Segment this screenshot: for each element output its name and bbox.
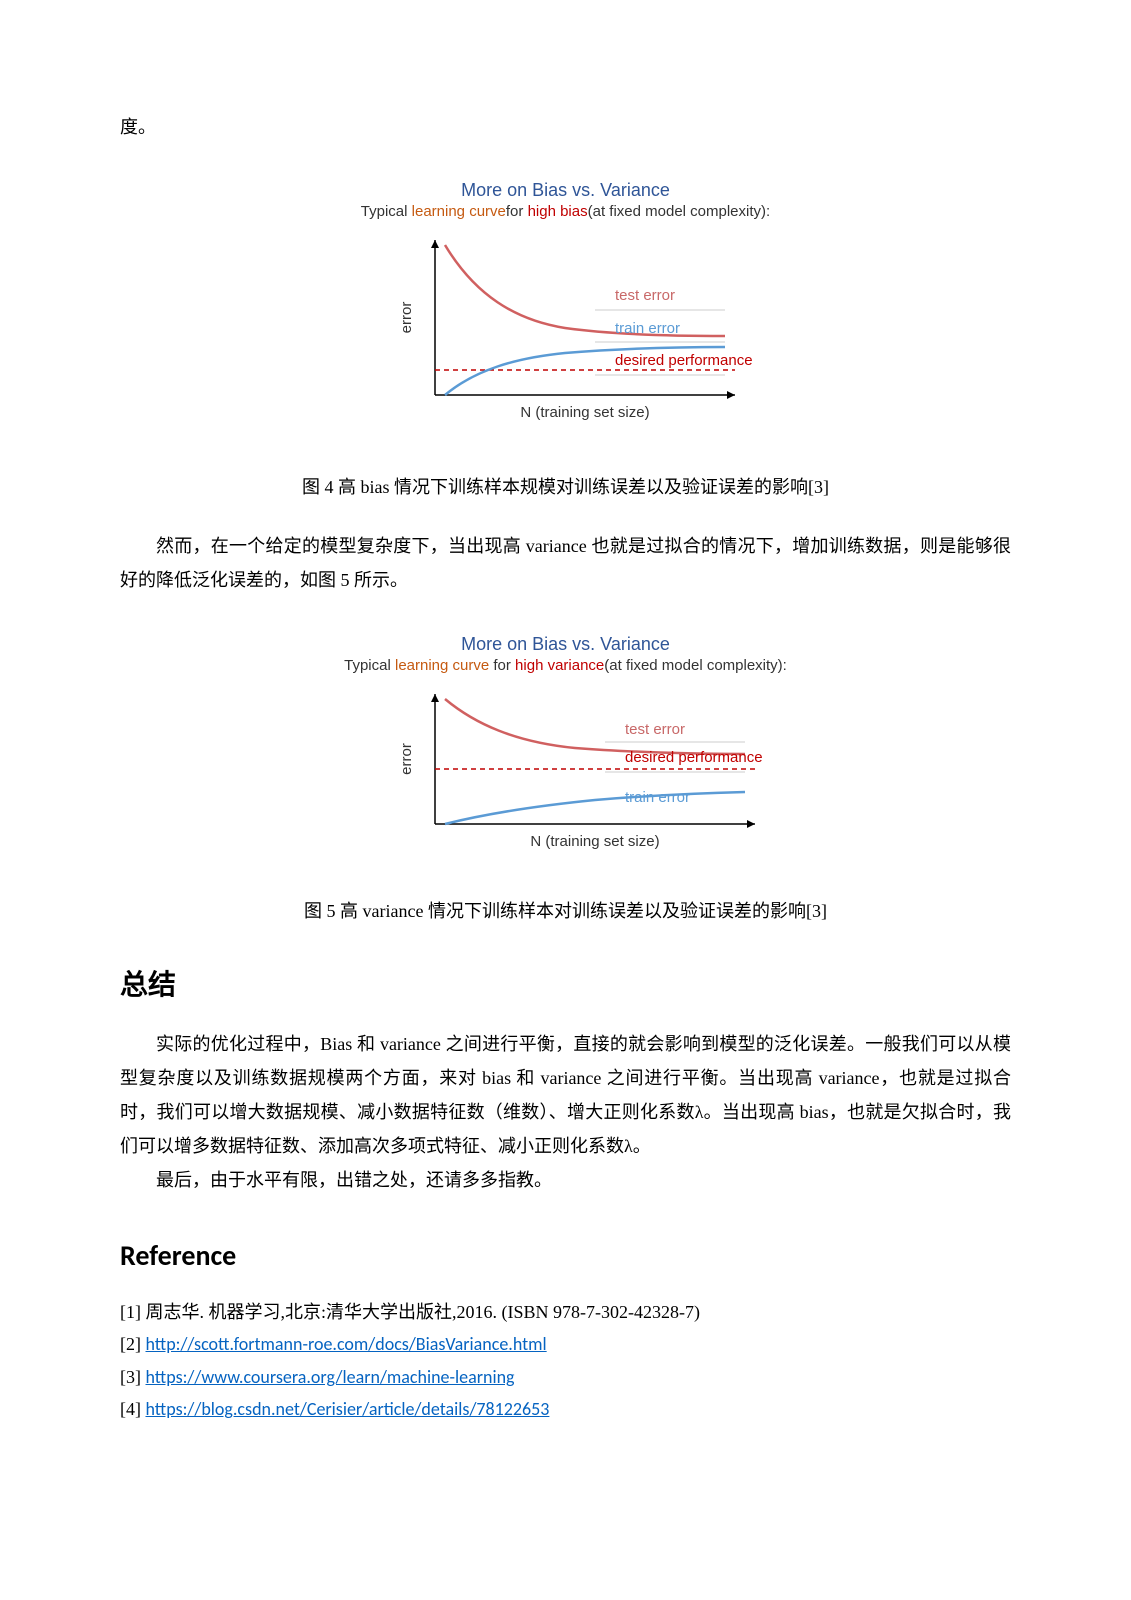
ref4-label: [4] bbox=[120, 1399, 146, 1419]
figure-4-caption: 图 4 高 bias 情况下训练样本规模对训练误差以及验证误差的影响[3] bbox=[120, 473, 1011, 499]
fig4-sub-lc: learning curve bbox=[412, 203, 506, 220]
ref2-link[interactable]: http://scott.fortmann-roe.com/docs/BiasV… bbox=[146, 1333, 547, 1355]
intro-fragment: 度。 bbox=[120, 110, 1011, 144]
figure-5: More on Bias vs. Variance Typical learni… bbox=[120, 628, 1011, 883]
svg-text:test error: test error bbox=[615, 287, 675, 304]
fig4-sub-c: for bbox=[506, 203, 528, 220]
ref3-link[interactable]: https://www.coursera.org/learn/machine-l… bbox=[146, 1366, 515, 1388]
figure-5-title: More on Bias vs. Variance bbox=[461, 634, 670, 655]
document-page: 度。 More on Bias vs. Variance Typical lea… bbox=[0, 0, 1131, 1600]
ref2-label: [2] bbox=[120, 1334, 146, 1354]
fig4-sub-e: (at fixed model complexity): bbox=[588, 203, 771, 220]
reference-list: [1] 周志华. 机器学习,北京:清华大学出版社,2016. (ISBN 978… bbox=[120, 1297, 1011, 1425]
svg-text:error: error bbox=[398, 743, 415, 775]
ref1-label: [1] bbox=[120, 1302, 141, 1322]
svg-text:desired performance: desired performance bbox=[625, 749, 763, 766]
figure-5-subtitle: Typical learning curve for high variance… bbox=[344, 657, 787, 674]
reference-item-2: [2] http://scott.fortmann-roe.com/docs/B… bbox=[120, 1329, 1011, 1360]
ref4-link[interactable]: https://blog.csdn.net/Cerisier/article/d… bbox=[146, 1398, 550, 1420]
fig4-sub-hb: high bias bbox=[528, 203, 588, 220]
fig5-sub-c: for bbox=[489, 657, 515, 674]
figure-5-title-text: More on Bias vs. Variance bbox=[461, 634, 670, 654]
fig5-sub-hv: high variance bbox=[515, 657, 604, 674]
figure-4: More on Bias vs. Variance Typical learni… bbox=[120, 174, 1011, 459]
reference-item-4: [4] https://blog.csdn.net/Cerisier/artic… bbox=[120, 1394, 1011, 1425]
svg-text:train error: train error bbox=[615, 320, 680, 337]
reference-item-3: [3] https://www.coursera.org/learn/machi… bbox=[120, 1362, 1011, 1393]
summary-heading: 总结 bbox=[120, 963, 1011, 1003]
svg-text:desired performance: desired performance bbox=[615, 352, 753, 369]
reference-heading: Reference bbox=[120, 1238, 1011, 1273]
ref3-label: [3] bbox=[120, 1367, 146, 1387]
figure-4-title: More on Bias vs. Variance bbox=[461, 180, 670, 201]
figure-5-inner: More on Bias vs. Variance Typical learni… bbox=[344, 634, 787, 883]
svg-text:N (training set size): N (training set size) bbox=[531, 833, 660, 850]
fig5-sub-a: Typical bbox=[344, 657, 395, 674]
figure-4-title-text: More on Bias vs. Variance bbox=[461, 180, 670, 200]
svg-text:error: error bbox=[398, 302, 415, 334]
figure-4-subtitle: Typical learning curvefor high bias(at f… bbox=[361, 203, 770, 220]
fig5-sub-e: (at fixed model complexity): bbox=[604, 657, 787, 674]
figure-4-chart: error N (training set size) test error trai… bbox=[365, 220, 765, 454]
figure-5-chart: error N (training set size) test error trai… bbox=[365, 674, 765, 878]
svg-text:train error: train error bbox=[625, 789, 690, 806]
svg-text:test error: test error bbox=[625, 721, 685, 738]
summary-paragraph-2: 最后，由于水平有限，出错之处，还请多多指教。 bbox=[120, 1163, 1011, 1197]
fig4-sub-a: Typical bbox=[361, 203, 412, 220]
fig5-sub-lc: learning curve bbox=[395, 657, 489, 674]
reference-item-1: [1] 周志华. 机器学习,北京:清华大学出版社,2016. (ISBN 978… bbox=[120, 1297, 1011, 1328]
paragraph-fig4: 然而，在一个给定的模型复杂度下，当出现高 variance 也就是过拟合的情况下… bbox=[120, 529, 1011, 597]
summary-paragraph-1: 实际的优化过程中，Bias 和 variance 之间进行平衡，直接的就会影响到… bbox=[120, 1027, 1011, 1164]
figure-5-caption: 图 5 高 variance 情况下训练样本对训练误差以及验证误差的影响[3] bbox=[120, 897, 1011, 923]
ref1-text: 周志华. 机器学习,北京:清华大学出版社,2016. (ISBN 978-7-3… bbox=[141, 1302, 700, 1322]
svg-text:N (training set size): N (training set size) bbox=[521, 404, 650, 421]
figure-4-inner: More on Bias vs. Variance Typical learni… bbox=[361, 180, 770, 459]
